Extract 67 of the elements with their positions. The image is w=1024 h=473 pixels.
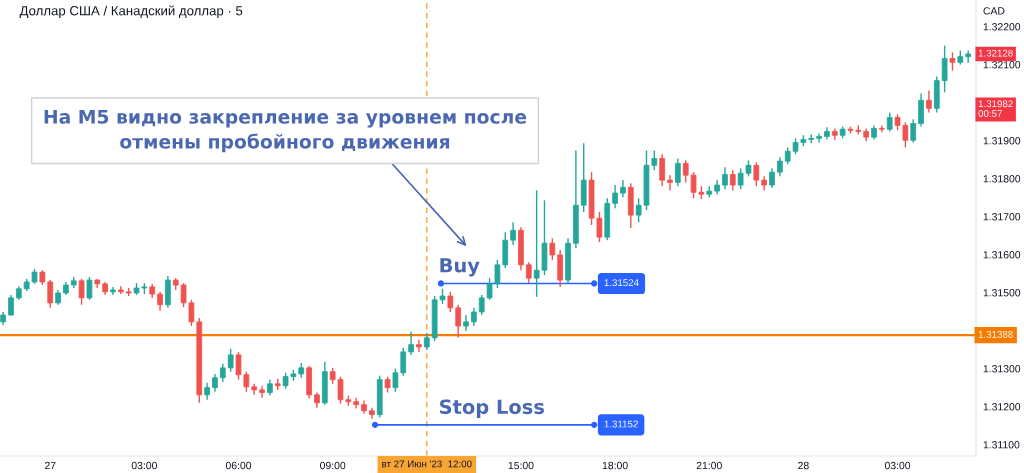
candlestick xyxy=(525,261,532,284)
candlestick xyxy=(612,184,618,209)
candlestick xyxy=(259,385,265,399)
candlestick xyxy=(447,291,454,313)
candlestick xyxy=(78,278,85,306)
chart-title: Доллар США / Канадский доллар · 5 xyxy=(19,5,243,18)
candlestick xyxy=(926,89,932,114)
candlestick xyxy=(463,314,469,332)
y-tick-label: 1.31100 xyxy=(983,441,1020,449)
y-tick-label: 1.31300 xyxy=(983,365,1021,373)
annotation: На М5 видно закрепление за уровнем после отмены пробойного движения xyxy=(44,109,527,153)
series-label: Stop Loss xyxy=(440,399,544,418)
candlestick xyxy=(219,362,226,383)
candlestick xyxy=(471,307,477,327)
annotation: 1.32128 xyxy=(978,49,1013,57)
candlestick xyxy=(110,286,116,296)
series-label: Buy xyxy=(440,258,480,277)
candlestick xyxy=(879,124,885,133)
candlestick xyxy=(47,279,54,309)
candlestick xyxy=(886,111,893,133)
y-tick-label: 1.31500 xyxy=(983,289,1021,297)
x-tick-label: 15:00 xyxy=(508,461,534,470)
candlestick xyxy=(157,291,163,312)
y-tick-label: 1.31800 xyxy=(983,175,1021,183)
candlestick xyxy=(918,92,924,128)
x-tick-label: 06:00 xyxy=(225,461,252,470)
x-tick-label: 18:00 xyxy=(602,461,628,470)
candlestick xyxy=(941,44,948,94)
candlestick xyxy=(408,331,414,356)
annotation: 1.31982 00:57 xyxy=(978,100,1013,117)
x-tick-label: 03:00 xyxy=(884,461,911,470)
candlestick xyxy=(227,348,234,373)
y-tick-label: 1.31200 xyxy=(983,403,1021,411)
candlestick xyxy=(769,167,775,189)
candlestick xyxy=(910,118,917,144)
candlestick xyxy=(8,294,14,317)
x-tick-label: 09:00 xyxy=(320,461,346,470)
candlestick xyxy=(722,166,728,190)
candlestick xyxy=(659,153,666,187)
candlestick xyxy=(949,51,956,72)
y-axis-title: CAD xyxy=(983,7,1005,15)
candlestick xyxy=(965,49,972,64)
candlestick xyxy=(667,174,673,192)
y-tick-label: 1.31700 xyxy=(983,213,1021,221)
candlestick xyxy=(416,339,422,353)
candlestick xyxy=(510,221,516,246)
candlestick xyxy=(729,169,736,192)
candlestick xyxy=(675,157,681,187)
y-tick-label: 1.32100 xyxy=(983,61,1021,69)
ref-line-label: 1.31388 xyxy=(978,330,1013,338)
candlestick xyxy=(777,156,783,178)
data-label: 1.31152 xyxy=(604,420,638,428)
candlestick xyxy=(86,276,93,301)
y-tick-label: 1.32200 xyxy=(983,23,1021,31)
x-tick-label: 27 xyxy=(44,461,56,470)
candlestick xyxy=(455,304,462,339)
ref-line-label: вт 27 Июн '23 12:00 xyxy=(382,460,472,468)
x-tick-label: 28 xyxy=(798,461,809,470)
candlestick xyxy=(549,237,556,261)
y-tick-label: 1.31900 xyxy=(983,137,1021,145)
candlestick xyxy=(753,161,760,187)
x-tick-label: 21:00 xyxy=(696,461,722,470)
data-label: 1.31524 xyxy=(604,279,639,287)
candlestick xyxy=(117,285,124,295)
candlestick xyxy=(816,132,822,144)
x-tick-label: 03:00 xyxy=(131,461,157,470)
y-tick-label: 1.31600 xyxy=(983,251,1021,259)
